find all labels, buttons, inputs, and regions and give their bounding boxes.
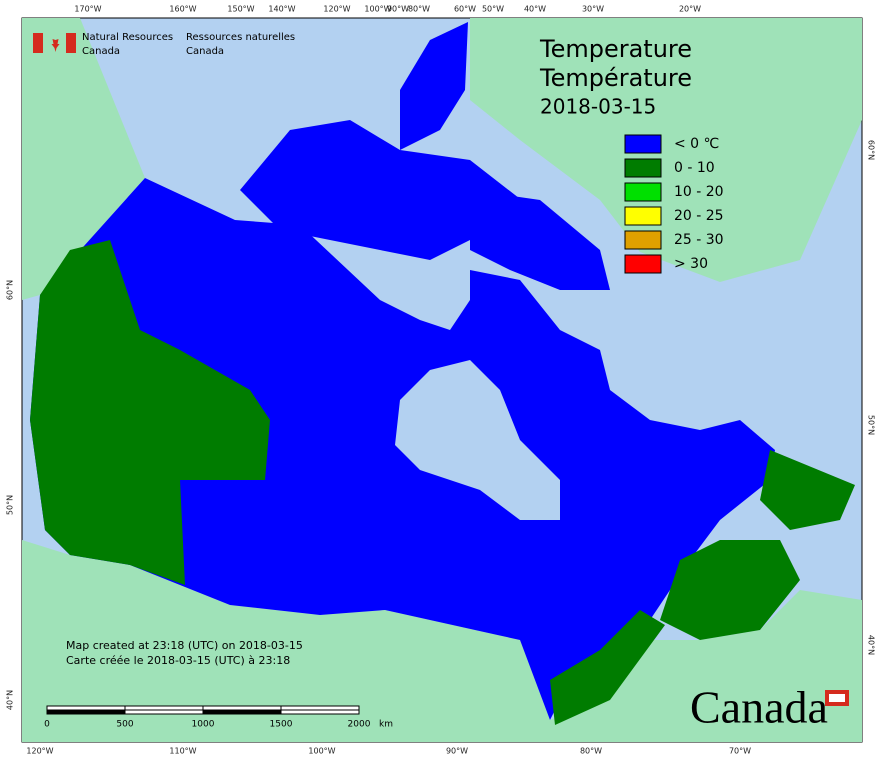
latitude-label: 40°N [6,690,15,710]
longitude-label: 90°W [387,5,409,14]
latitude-label: 50°N [6,495,15,515]
scale-segment [202,705,282,711]
ellesmere [400,22,468,150]
scale-label: 1500 [270,720,293,730]
legend-swatch [624,158,662,178]
title-fr: Température [539,64,692,92]
longitude-label: 140°W [268,5,295,14]
wordmark-flag [825,690,849,706]
warm-labrador [760,450,855,530]
legend-label: > 30 [674,256,708,272]
scale-label: 500 [116,720,133,730]
title-date: 2018-03-15 [540,95,656,119]
longitude-label: 170°W [74,5,101,14]
longitude-label: 60°W [454,5,476,14]
legend-swatch [624,134,662,154]
legend-swatch [624,206,662,226]
flag-bar [66,33,76,53]
scale-segment [124,709,204,715]
legend-label: 10 - 20 [674,184,724,200]
longitude-label: 90°W [446,747,468,756]
scale-segment [202,709,282,715]
warm-west [30,240,270,585]
longitude-label: 20°W [679,5,701,14]
longitude-label: 150°W [227,5,254,14]
maple-leaf [51,36,60,52]
scale-segment [46,705,126,711]
credit: Carte créée le 2018-03-15 (UTC) à 23:18 [66,654,290,667]
longitude-label: 80°W [580,747,602,756]
wordmark: Canada [690,682,828,733]
longitude-label: 120°W [26,747,53,756]
usa [22,540,862,742]
latitude-label: 60°N [867,140,876,160]
longitude-label: 120°W [323,5,350,14]
legend-swatch [624,230,662,250]
longitude-label: 160°W [169,5,196,14]
title-en: Temperature [539,35,692,63]
legend-swatch [624,254,662,274]
scale-segment [280,709,360,715]
baffin [470,190,610,290]
scale-segment [280,705,360,711]
hudson-bay [395,360,560,520]
latitude-label: 40°N [867,635,876,655]
scale-segment [124,705,204,711]
scale-label: 0 [44,720,50,730]
legend-label: 20 - 25 [674,208,724,224]
longitude-label: 100°W [364,5,391,14]
alaska [22,18,145,300]
longitude-label: 80°W [408,5,430,14]
latitude-label: 60°N [6,280,15,300]
legend-label: < 0 ℃ [674,136,719,152]
longitude-label: 30°W [582,5,604,14]
latitude-label: 50°N [867,415,876,435]
scale-label: 2000 [348,720,371,730]
longitude-label: 110°W [169,747,196,756]
org-fr: Ressources naturelles [186,32,295,43]
legend-label: 25 - 30 [674,232,724,248]
credit: Map created at 23:18 (UTC) on 2018-03-15 [66,639,303,652]
scale-unit: km [379,720,393,730]
greenland [470,18,862,282]
legend-swatch [624,182,662,202]
scale-label: 1000 [192,720,215,730]
warm-ontario [550,610,665,725]
org-en: Natural Resources [82,32,173,43]
warm-maritimes [660,540,800,640]
longitude-label: 70°W [729,747,751,756]
org-en: Canada [82,46,120,57]
flag-bar [33,33,43,53]
org-fr: Canada [186,46,224,57]
longitude-label: 50°W [482,5,504,14]
longitude-label: 40°W [524,5,546,14]
scale-segment [46,709,126,715]
legend-label: 0 - 10 [674,160,715,176]
longitude-label: 100°W [308,747,335,756]
